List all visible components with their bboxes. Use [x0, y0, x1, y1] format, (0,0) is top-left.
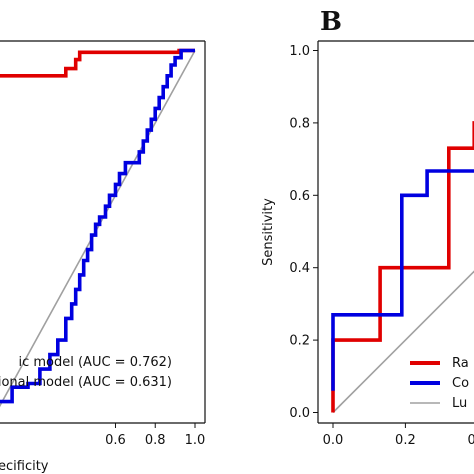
- panel-letter-b: B: [320, 7, 342, 37]
- y-tick-label: 1.0: [289, 44, 310, 59]
- y-tick-label: 0.0: [289, 406, 310, 421]
- legend-label: ic model (AUC = 0.762): [18, 355, 172, 370]
- y-tick-label: 0.4: [289, 261, 310, 276]
- roc-panel-b: 0.0 0.2 0.4 0.0 0.2 0.4 0.6 0.8 1.0 Sensitivity Ra…: [261, 40, 474, 448]
- x-tick-label: 0.6: [105, 433, 126, 448]
- x-tick-label: 0.2: [395, 433, 416, 448]
- x-axis-label: ecificity: [0, 459, 49, 474]
- roc-curve-1: [0, 48, 195, 78]
- x-tick-label: 0.8: [145, 433, 166, 448]
- legend-label: Lu: [452, 396, 467, 411]
- roc-panel-a: 0.6 0.8 1.0 ecificity ic model (AUC = 0.762)…: [0, 40, 206, 474]
- legend-label: Ra: [452, 356, 469, 371]
- y-axis-label: Sensitivity: [261, 198, 276, 266]
- roc-curve-2: [331, 169, 474, 391]
- x-tick-label: 0.4: [467, 433, 474, 448]
- roc-curve-1: [331, 121, 474, 413]
- legend-label: tional model (AUC = 0.631): [0, 375, 172, 390]
- x-tick-label: 0.0: [323, 433, 344, 448]
- y-tick-label: 0.6: [289, 189, 310, 204]
- x-tick-label: 1.0: [185, 433, 206, 448]
- y-tick-label: 0.2: [289, 334, 310, 349]
- roc-curve-2: [0, 48, 195, 404]
- y-tick-label: 0.8: [289, 116, 310, 131]
- legend-label: Co: [452, 376, 469, 391]
- reference-diagonal-line: [332, 270, 474, 414]
